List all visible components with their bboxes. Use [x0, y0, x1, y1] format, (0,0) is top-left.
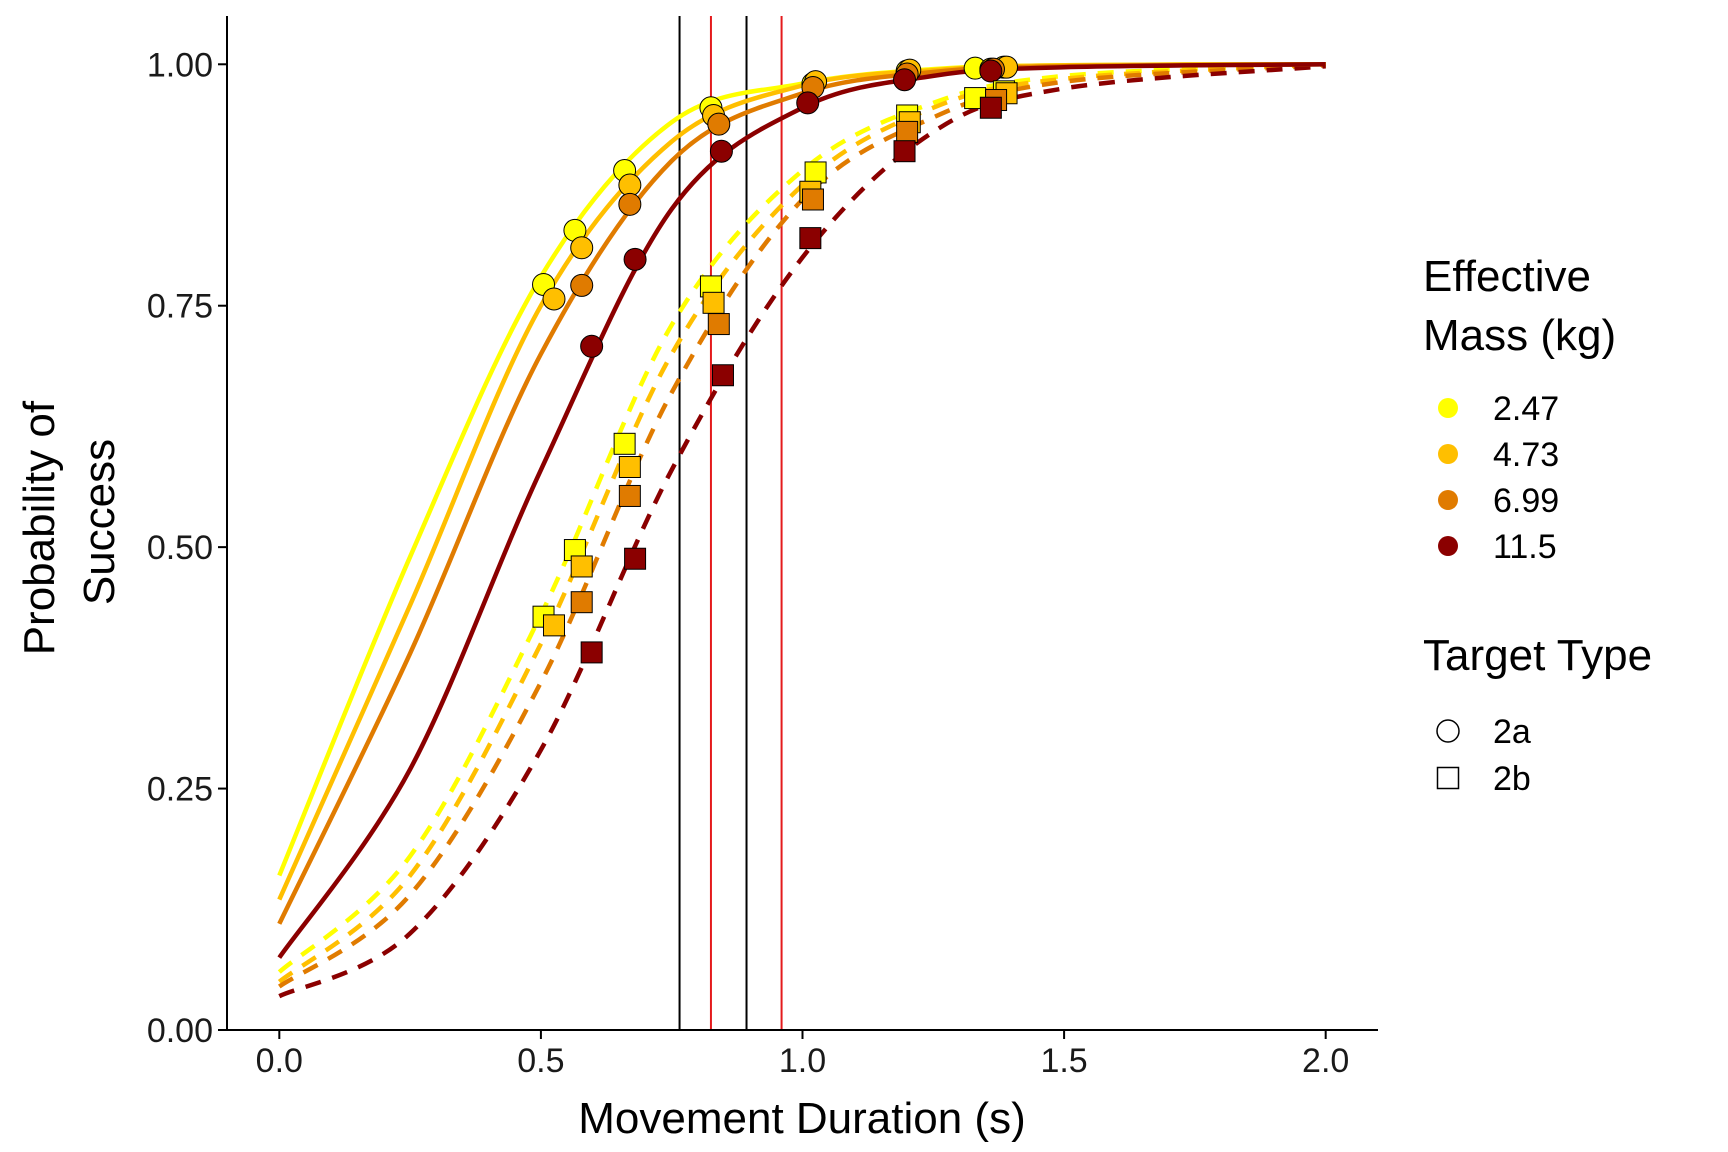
point-2a-11_5-4	[796, 91, 820, 115]
x-axis-title: Movement Duration (s)	[578, 1094, 1025, 1143]
x-tick-label-5: 2.0	[1302, 1042, 1349, 1080]
point-2b-4_73-2	[570, 555, 593, 578]
x-tick-label-4: 1.5	[1040, 1042, 1087, 1080]
y-tick-label-2: 0.25	[147, 771, 213, 809]
point-2b-6_99-1	[570, 591, 593, 614]
y-tick-label-4: 0.75	[147, 288, 213, 326]
legend-mass-key-1	[1438, 398, 1458, 418]
legend-mass-label-2: 4.73	[1493, 436, 1559, 474]
legend-mass-key-3	[1438, 490, 1458, 510]
point-2a-11_5-2	[623, 247, 647, 271]
point-2a-6_99-3	[707, 112, 731, 136]
point-2b-2_47-5	[804, 161, 827, 184]
y-axis-title: Probability of Success	[15, 389, 124, 656]
point-2a-4_73-2	[570, 236, 594, 260]
point-2b-6_99-5	[896, 120, 919, 143]
point-2b-4_73-4	[702, 291, 725, 314]
point-2b-6_99-4	[801, 188, 824, 211]
legend-target-label-2: 2b	[1493, 760, 1531, 798]
point-2a-6_99-2	[618, 192, 642, 216]
point-2b-4_73-3	[618, 455, 641, 478]
point-2b-11_5-1	[580, 641, 603, 664]
legend-mass-label-3: 6.99	[1493, 482, 1559, 520]
legend-target-title: Target Type	[1423, 631, 1652, 680]
legend-target-key-2	[1436, 766, 1460, 790]
legend-mass-key-4	[1438, 536, 1458, 556]
point-2b-11_5-3	[711, 364, 734, 387]
point-2a-11_5-5	[893, 68, 917, 92]
curve-2a-11_5	[277, 62, 1326, 959]
point-2a-4_73-3	[618, 173, 642, 197]
legend-mass-title-line-1: Effective	[1423, 252, 1591, 301]
point-2b-2_47-3	[613, 432, 636, 455]
legend-target-label-1: 2a	[1493, 713, 1531, 751]
y-axis-title-line-2: Success	[75, 439, 124, 605]
legend-mass-key-2	[1438, 444, 1458, 464]
point-2b-4_73-1	[542, 614, 565, 637]
point-2a-11_5-6	[979, 59, 1003, 83]
point-2b-6_99-2	[618, 484, 641, 507]
axes	[226, 16, 1378, 1031]
legend-mass-title-line-2: Mass (kg)	[1423, 311, 1616, 360]
x-tick-label-1: 0.0	[256, 1042, 303, 1080]
x-tick-label-3: 1.0	[779, 1042, 826, 1080]
legend-mass-label-4: 11.5	[1493, 528, 1557, 566]
point-2a-11_5-1	[580, 334, 604, 358]
plot-area	[277, 16, 1326, 1030]
point-2a-6_99-1	[570, 273, 594, 297]
point-2a-11_5-3	[709, 139, 733, 163]
point-2b-11_5-2	[624, 547, 647, 570]
point-2b-11_5-6	[979, 96, 1002, 119]
point-2b-6_99-3	[707, 313, 730, 336]
legend-target-key-1	[1436, 719, 1460, 743]
x-tick-label-2: 0.5	[517, 1042, 564, 1080]
ticks: 0.0 0.5 1.0 1.5 2.0 0.00 0.25 0.50 0.75 1.00	[147, 46, 1350, 1080]
y-tick-label-1: 0.00	[147, 1012, 213, 1050]
legend-mass-label-1: 2.47	[1493, 390, 1559, 428]
legend: Effective Mass (kg) Target Type 2.47 4.73…	[1423, 252, 1652, 798]
y-tick-label-5: 1.00	[147, 46, 213, 84]
point-2a-4_73-1	[542, 287, 566, 311]
y-tick-label-3: 0.50	[147, 529, 213, 567]
point-2b-11_5-4	[799, 227, 822, 250]
y-axis-title-line-1: Probability of	[15, 400, 64, 655]
point-2b-11_5-5	[893, 140, 916, 163]
